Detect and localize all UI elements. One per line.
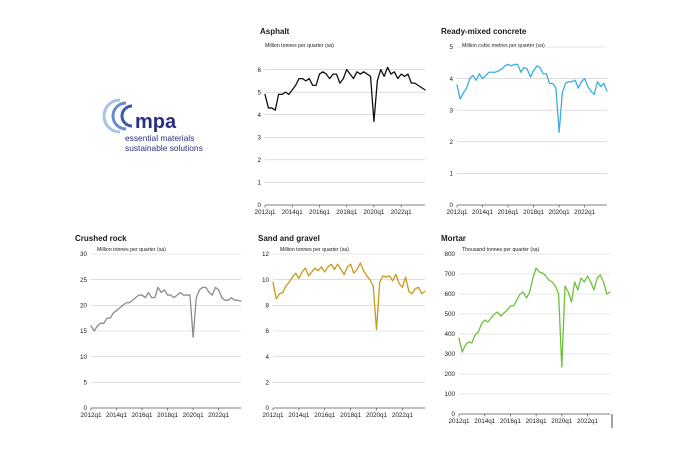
y-tick-label: 2 [449,139,453,146]
chart-panel: Mortar Thousand tonnes per quarter (sa) 0 1… [441,234,611,425]
x-tick-label: 2014q1 [288,412,310,419]
x-tick-label: 2012q1 [262,412,284,419]
y-tick-label: 3 [449,107,453,114]
y-tick-label: 100 [444,391,455,398]
logo-tagline-line-1: essential materials [125,133,194,143]
x-tick-label: 2022q1 [574,209,596,216]
x-tick-label: 2016q1 [498,209,520,216]
y-axis-label: Million tonnes per quarter (sa) [265,43,334,49]
y-axis-label: Thousand tonnes per quarter (sa) [462,247,540,253]
logo-swirl-icon [111,101,127,131]
x-tick-label: 2016q1 [132,412,154,419]
logo-wordmark: mpa [135,111,177,133]
x-tick-label: 2022q1 [577,418,599,425]
mpa-logo: mpa essential materials sustainable solu… [102,98,203,153]
y-tick-label: 20 [80,303,88,310]
x-tick-label: 2020q1 [549,209,571,216]
y-tick-label: 0 [451,411,455,418]
y-tick-label: 5 [449,44,453,51]
chart-panel: Sand and gravel Million tonnes per quarte… [258,234,426,419]
x-tick-label: 2018q1 [523,209,545,216]
charts-group: Asphalt Million tonnes per quarter (sa) 0 1… [75,27,611,425]
x-tick-label: 2014q1 [282,209,304,216]
y-tick-label: 800 [444,251,455,258]
y-tick-label: 6 [257,67,261,74]
y-tick-label: 4 [449,76,453,83]
y-tick-label: 15 [80,328,88,335]
y-tick-label: 3 [257,134,261,141]
y-tick-label: 200 [444,371,455,378]
y-tick-label: 4 [265,354,269,361]
x-tick-label: 2022q1 [391,209,413,216]
x-tick-label: 2020q1 [366,412,388,419]
y-tick-label: 10 [262,277,270,284]
x-tick-label: 2018q1 [526,418,548,425]
y-axis-label: Million tonnes per quarter (sa) [280,247,349,253]
x-tick-label: 2022q1 [208,412,230,419]
y-tick-label: 0 [265,405,269,412]
y-tick-label: 2 [257,157,261,164]
x-tick-label: 2018q1 [157,412,179,419]
x-tick-label: 2012q1 [80,412,102,419]
y-axis-label: Million tonnes per quarter (sa) [97,247,166,253]
x-tick-label: 2022q1 [392,412,414,419]
x-tick-label: 2020q1 [551,418,573,425]
x-tick-label: 2020q1 [183,412,205,419]
y-tick-label: 6 [265,328,269,335]
chart-title: Mortar [441,234,466,243]
y-tick-label: 500 [444,311,455,318]
y-tick-label: 4 [257,112,261,119]
y-tick-label: 700 [444,271,455,278]
logo-tagline-line-2: sustainable solutions [125,143,203,153]
y-tick-label: 1 [257,180,261,187]
y-tick-label: 10 [80,354,88,361]
x-tick-label: 2014q1 [106,412,128,419]
y-tick-label: 0 [449,202,453,209]
y-tick-label: 1 [449,171,453,178]
x-tick-label: 2016q1 [309,209,331,216]
chart-title: Ready-mixed concrete [441,27,527,36]
y-axis-label: Million cubic metres per quarter (sa) [462,43,545,49]
y-tick-label: 30 [80,251,88,258]
logo-swirl-icon [120,104,133,128]
x-tick-label: 2012q1 [254,209,276,216]
series-line [264,66,426,123]
x-tick-label: 2012q1 [446,209,468,216]
x-tick-label: 2018q1 [336,209,358,216]
x-tick-label: 2016q1 [500,418,522,425]
x-tick-label: 2020q1 [363,209,385,216]
y-tick-label: 300 [444,351,455,358]
chart-panel: Crushed rock Million tonnes per quarter (… [75,234,242,419]
y-tick-label: 0 [257,202,261,209]
y-tick-label: 0 [83,405,87,412]
chart-title: Crushed rock [75,234,127,243]
series-line [456,63,608,133]
x-tick-label: 2018q1 [340,412,362,419]
y-tick-label: 5 [83,380,87,387]
series-line [90,286,242,338]
x-tick-label: 2012q1 [448,418,470,425]
y-tick-label: 400 [444,331,455,338]
chart-panel: Ready-mixed concrete Million cubic metres… [441,27,608,216]
y-tick-label: 5 [257,89,261,96]
chart-title: Sand and gravel [258,234,320,243]
chart-panel: Asphalt Million tonnes per quarter (sa) 0 1… [254,27,426,216]
y-tick-label: 2 [265,380,269,387]
series-line [272,262,426,331]
y-tick-label: 12 [262,251,270,258]
x-tick-label: 2014q1 [472,209,494,216]
y-tick-label: 8 [265,303,269,310]
x-tick-label: 2016q1 [314,412,336,419]
series-line [458,267,611,368]
x-tick-label: 2014q1 [474,418,496,425]
y-tick-label: 25 [80,277,88,284]
logo-swirl-icon [102,98,121,134]
y-tick-label: 600 [444,291,455,298]
chart-title: Asphalt [260,27,290,36]
